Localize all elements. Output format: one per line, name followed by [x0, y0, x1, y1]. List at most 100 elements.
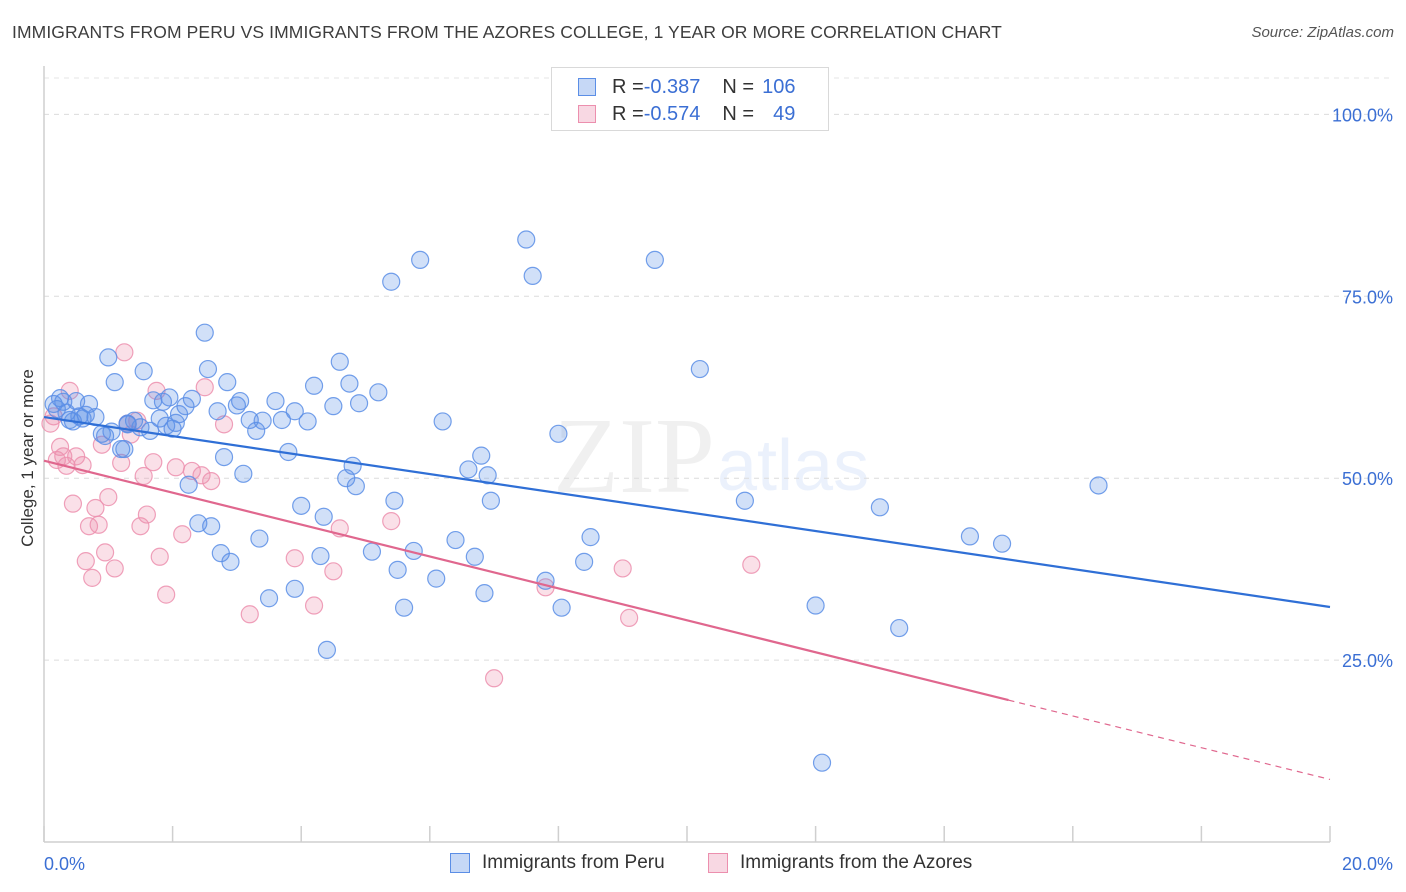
- peru-swatch: [578, 78, 596, 96]
- azores-point: [620, 608, 639, 627]
- peru-point: [311, 546, 330, 566]
- azores-point: [304, 596, 324, 615]
- legend-peru-label: Immigrants from Peru: [482, 852, 665, 873]
- azores-point: [192, 466, 211, 485]
- peru-point: [388, 560, 407, 579]
- series-peru-points: [44, 230, 1108, 772]
- legend-item-peru: Immigrants from Peru: [450, 852, 665, 874]
- stats-row-azores: R = -0.574 N = 49: [578, 102, 795, 126]
- peru-point: [247, 421, 266, 440]
- peru-point: [292, 496, 311, 515]
- peru-point: [552, 598, 571, 617]
- axes: [43, 66, 1331, 843]
- peru-point: [250, 529, 269, 548]
- azores-n-value: 49: [773, 102, 796, 125]
- peru-r-value: -0.387: [643, 75, 701, 98]
- azores-point: [144, 453, 163, 472]
- peru-n-value: 106: [762, 75, 796, 98]
- peru-point: [221, 552, 240, 571]
- legend-azores-label: Immigrants from the Azores: [740, 852, 973, 873]
- peru-point: [134, 362, 153, 381]
- peru-point: [240, 410, 259, 430]
- peru-point: [549, 424, 568, 443]
- azores-point: [485, 669, 504, 688]
- azores-point: [89, 515, 108, 534]
- peru-point: [992, 534, 1012, 553]
- azores-point: [214, 415, 234, 434]
- peru-point: [1089, 476, 1108, 495]
- peru-point: [362, 542, 382, 561]
- azores-point: [99, 488, 118, 507]
- trend-lines: [43, 415, 1331, 781]
- peru-point: [870, 498, 890, 517]
- peru-point: [272, 410, 292, 430]
- azores-point: [50, 437, 70, 457]
- tick-labels: 25.0% 50.0% 75.0% 100.0% 0.0% 20.0%: [44, 105, 1393, 874]
- peru-point: [79, 394, 99, 414]
- azores-point: [166, 458, 185, 477]
- peru-point: [285, 579, 304, 598]
- azores-point: [76, 552, 95, 571]
- azores-r-value: -0.574: [643, 102, 701, 125]
- azores-point: [115, 343, 134, 362]
- azores-point: [324, 562, 343, 581]
- legend-peru-swatch: [450, 853, 470, 873]
- peru-trend-line: [43, 415, 1331, 609]
- azores-point: [83, 568, 102, 587]
- peru-n-label: N =: [722, 75, 755, 98]
- azores-trend-line: [43, 459, 1009, 702]
- azores-point: [79, 517, 99, 536]
- peru-point: [645, 250, 664, 270]
- peru-r-label: R =: [612, 75, 644, 98]
- azores-point: [95, 543, 115, 562]
- azores-point: [105, 559, 124, 578]
- azores-point: [613, 559, 632, 578]
- azores-point: [202, 472, 221, 491]
- x-tick-label-max: 20.0%: [1342, 854, 1393, 874]
- azores-point: [240, 605, 259, 624]
- peru-point: [890, 618, 909, 638]
- peru-point: [99, 348, 118, 367]
- peru-point: [340, 374, 359, 393]
- peru-point: [475, 584, 494, 603]
- peru-point: [298, 412, 317, 431]
- y-axis-label: College, 1 year or more: [18, 369, 37, 547]
- azores-trend-extension: [1008, 699, 1331, 781]
- peru-point: [198, 359, 218, 379]
- peru-point: [343, 456, 362, 475]
- peru-point: [266, 391, 285, 411]
- peru-point: [812, 753, 832, 772]
- azores-point: [195, 378, 214, 397]
- chart-title: IMMIGRANTS FROM PERU VS IMMIGRANTS FROM …: [12, 22, 1002, 42]
- peru-point: [517, 230, 536, 249]
- azores-point: [63, 494, 83, 513]
- peru-point: [218, 373, 237, 392]
- azores-n-label: N =: [722, 102, 755, 125]
- peru-point: [259, 589, 279, 608]
- peru-point: [581, 528, 600, 547]
- peru-point: [214, 447, 234, 467]
- peru-point: [575, 552, 594, 571]
- azores-point: [182, 461, 201, 481]
- y-tick-label: 75.0%: [1342, 287, 1393, 307]
- azores-point: [157, 585, 176, 604]
- peru-point: [472, 446, 491, 465]
- source-label: Source: ZipAtlas.com: [1251, 24, 1394, 41]
- peru-point: [314, 507, 333, 526]
- azores-point: [131, 517, 150, 536]
- peru-point: [523, 266, 542, 286]
- legend-item-azores: Immigrants from the Azores: [708, 852, 972, 874]
- azores-point: [112, 453, 131, 473]
- y-tick-label: 50.0%: [1342, 469, 1393, 489]
- peru-point: [690, 359, 709, 379]
- y-tick-label: 100.0%: [1332, 105, 1393, 125]
- peru-point: [317, 640, 337, 660]
- peru-point: [960, 527, 980, 546]
- peru-point: [169, 405, 189, 424]
- peru-point: [806, 596, 825, 615]
- peru-point: [105, 373, 124, 392]
- peru-point: [459, 460, 478, 479]
- peru-point: [478, 466, 497, 485]
- peru-point: [115, 439, 134, 459]
